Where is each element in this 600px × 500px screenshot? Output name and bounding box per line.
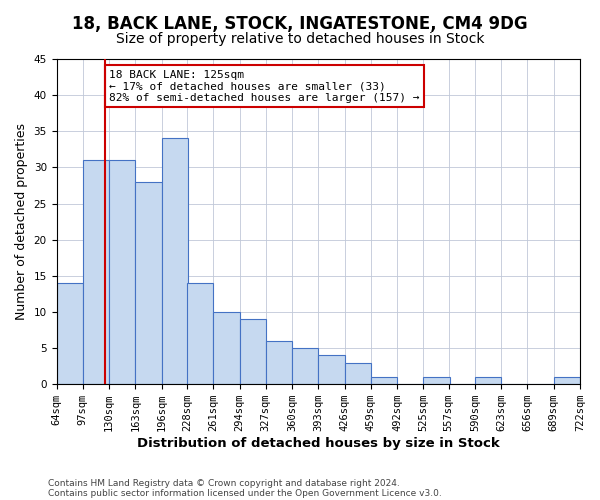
Y-axis label: Number of detached properties: Number of detached properties — [15, 123, 28, 320]
Bar — [56, 283, 83, 384]
Bar — [554, 377, 580, 384]
Bar — [83, 160, 109, 384]
Bar — [371, 377, 397, 384]
Bar — [109, 160, 135, 384]
Text: Contains HM Land Registry data © Crown copyright and database right 2024.: Contains HM Land Registry data © Crown c… — [48, 478, 400, 488]
Bar — [239, 319, 266, 384]
Text: Contains public sector information licensed under the Open Government Licence v3: Contains public sector information licen… — [48, 488, 442, 498]
Bar — [213, 312, 239, 384]
Bar — [161, 138, 188, 384]
X-axis label: Distribution of detached houses by size in Stock: Distribution of detached houses by size … — [137, 437, 500, 450]
Bar — [318, 356, 344, 384]
Text: 18 BACK LANE: 125sqm
← 17% of detached houses are smaller (33)
82% of semi-detac: 18 BACK LANE: 125sqm ← 17% of detached h… — [109, 70, 419, 103]
Bar — [135, 182, 161, 384]
Bar — [292, 348, 318, 384]
Text: 18, BACK LANE, STOCK, INGATESTONE, CM4 9DG: 18, BACK LANE, STOCK, INGATESTONE, CM4 9… — [72, 15, 528, 33]
Bar — [266, 341, 292, 384]
Bar — [423, 377, 449, 384]
Bar — [475, 377, 501, 384]
Text: Size of property relative to detached houses in Stock: Size of property relative to detached ho… — [116, 32, 484, 46]
Bar — [344, 362, 371, 384]
Bar — [187, 283, 213, 384]
